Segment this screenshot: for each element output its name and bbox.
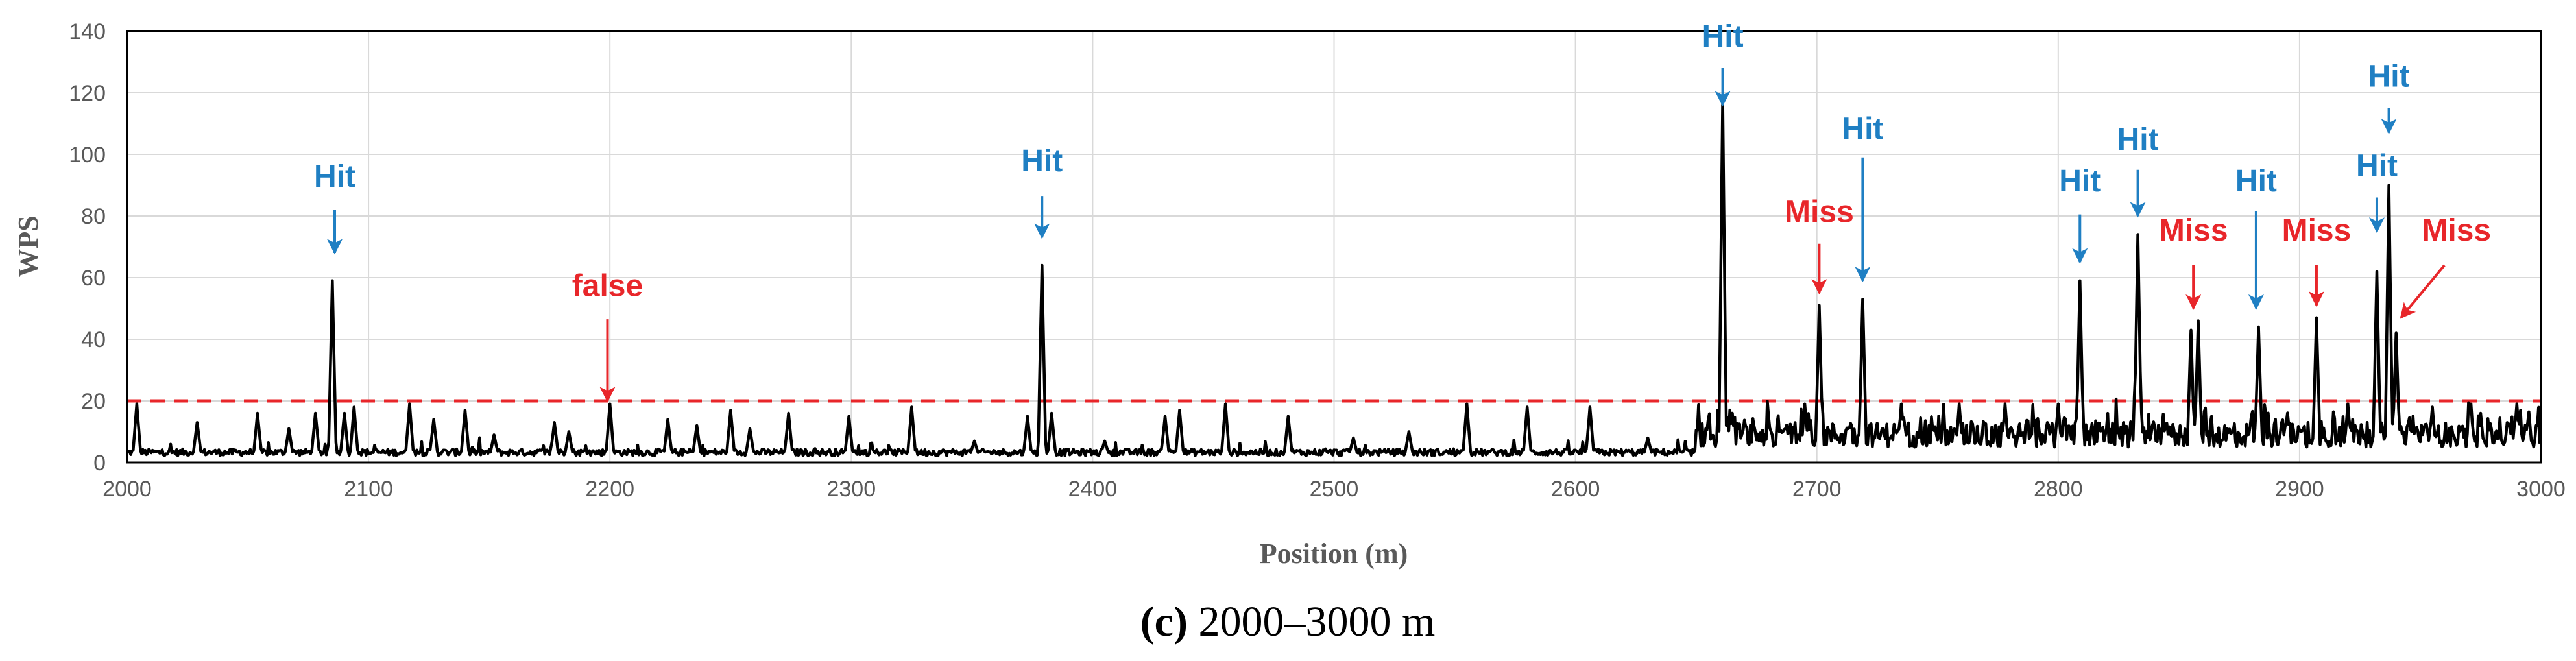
x-tick-label: 2700 <box>1792 477 1842 501</box>
caption-label: (c) <box>1140 598 1188 645</box>
y-tick-label: 100 <box>69 143 106 167</box>
x-tick-label: 2300 <box>826 477 876 501</box>
y-tick-label: 120 <box>69 81 106 106</box>
annotation-label: Hit <box>1021 144 1063 178</box>
x-tick-labels: 2000 2100 2200 2300 2400 2500 2600 2700 2800 2900… <box>102 477 2566 501</box>
caption-text: 2000–3000 m <box>1188 598 1435 645</box>
annotation-label: Hit <box>2368 60 2410 94</box>
wps-series-line <box>127 97 2541 457</box>
annotation-label: Hit <box>314 160 355 194</box>
y-tick-label: 140 <box>69 19 106 44</box>
annotation-arrow <box>2400 264 2446 319</box>
y-tick-label: 80 <box>81 204 106 229</box>
y-tick-label: 60 <box>81 266 106 291</box>
annotation-label: Hit <box>2117 123 2159 157</box>
annotation-label: Hit <box>2356 149 2398 183</box>
annotations: HitfalseHitHitMissHitHitHitMissHitMissHi… <box>314 19 2491 403</box>
y-tick-label: 0 <box>93 451 106 475</box>
x-axis-title: Position (m) <box>1260 538 1408 570</box>
x-tick-label: 2000 <box>102 477 152 501</box>
annotation-label: Hit <box>2235 164 2277 198</box>
figure-caption: (c) 2000–3000 m <box>1140 598 1436 645</box>
y-tick-labels: 0 20 40 60 80 100 120 140 <box>69 19 106 475</box>
x-tick-label: 3000 <box>2516 477 2566 501</box>
plot-frame <box>126 30 2542 464</box>
annotation-label: Hit <box>2059 164 2101 198</box>
annotation-label: Miss <box>2422 213 2491 248</box>
annotation-label: Miss <box>2282 213 2352 248</box>
x-tick-label: 2600 <box>1551 477 1600 501</box>
x-tick-label: 2800 <box>2034 477 2083 501</box>
annotation-label: false <box>572 269 643 304</box>
y-tick-label: 40 <box>81 328 106 352</box>
annotation-label: Miss <box>2159 213 2228 248</box>
x-tick-label: 2500 <box>1310 477 1359 501</box>
annotation-label: Miss <box>1785 195 1854 230</box>
annotation-label: Hit <box>1702 19 1744 54</box>
x-tick-label: 2100 <box>344 477 393 501</box>
x-tick-label: 2200 <box>585 477 634 501</box>
y-axis-title: WPS <box>12 215 44 277</box>
x-tick-label: 2400 <box>1068 477 1118 501</box>
y-tick-label: 20 <box>81 389 106 414</box>
series-layer <box>127 97 2541 457</box>
annotation-label: Hit <box>1842 112 1883 146</box>
x-tick-label: 2900 <box>2275 477 2324 501</box>
